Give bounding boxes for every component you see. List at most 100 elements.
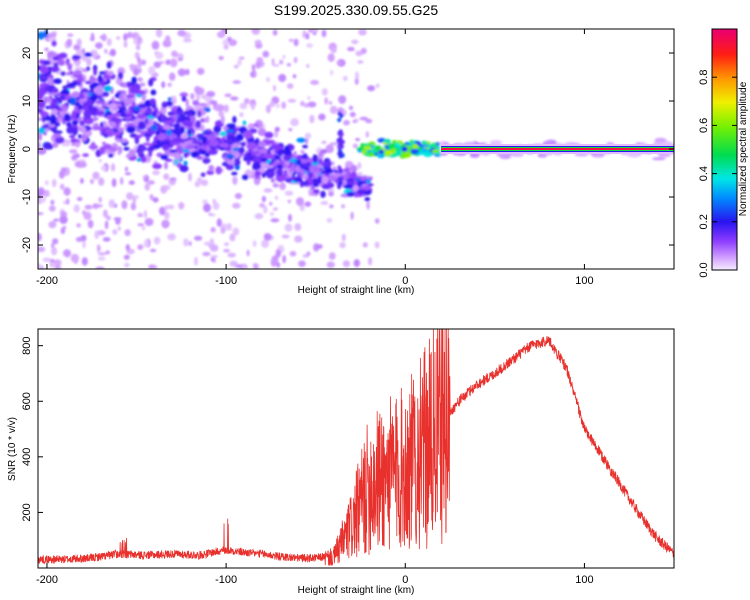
colorbar-step xyxy=(712,211,737,215)
heatmap-blob xyxy=(300,149,305,154)
snr-x-tick-label: 100 xyxy=(575,574,593,586)
heatmap-blob xyxy=(368,257,373,266)
heatmap-blob xyxy=(232,142,242,147)
heatmap-blob xyxy=(76,197,83,201)
colorbar-step xyxy=(712,225,737,229)
heatmap-blob xyxy=(284,223,293,232)
heatmap-blob xyxy=(52,238,59,245)
heatmap-blob xyxy=(118,108,123,114)
heatmap-blob xyxy=(74,105,78,112)
heatmap-blob xyxy=(401,146,408,152)
heatmap-blob xyxy=(95,42,103,49)
heatmap-blob xyxy=(196,155,203,160)
heatmap-blob xyxy=(128,149,136,157)
heatmap-blob xyxy=(203,130,213,136)
heatmap-blob xyxy=(178,202,185,210)
colorbar-step xyxy=(712,137,737,141)
heatmap-blob xyxy=(194,256,198,266)
heatmap-blob xyxy=(137,244,144,251)
heatmap-blob xyxy=(152,163,163,170)
heatmap-blob xyxy=(329,142,339,146)
colorbar-step xyxy=(712,63,737,66)
heatmap-blob xyxy=(96,87,104,96)
heatmap-blob xyxy=(355,137,361,142)
heatmap-blob xyxy=(172,105,178,110)
heatmap-blob xyxy=(108,147,117,152)
colorbar-step xyxy=(712,191,737,195)
heatmap-steady-line xyxy=(441,144,674,154)
heatmap-blob xyxy=(99,146,106,155)
heatmap-blob xyxy=(270,218,280,223)
colorbar-step xyxy=(712,167,737,171)
colorbar-step xyxy=(712,147,737,151)
heatmap-blob xyxy=(359,116,369,121)
heatmap-blob xyxy=(293,177,303,183)
heatmap-blob xyxy=(302,144,308,149)
colorbar-step xyxy=(712,89,737,92)
heatmap-blob xyxy=(306,43,313,48)
heatmap-blob xyxy=(135,44,141,51)
heatmap-blob xyxy=(127,31,133,39)
heatmap-blob xyxy=(365,118,373,124)
heatmap-blob xyxy=(301,181,310,187)
heatmap-x-ticks: -200 -100 0 100 xyxy=(36,29,594,287)
heatmap-blob xyxy=(89,49,98,59)
heatmap-blob xyxy=(326,217,333,223)
heatmap-blob xyxy=(84,204,93,210)
heatmap-blob xyxy=(183,152,188,158)
heatmap-blob xyxy=(327,53,335,62)
heatmap-blob xyxy=(272,29,278,36)
heatmap-blob xyxy=(97,256,106,261)
heatmap-blob xyxy=(152,144,160,150)
heatmap-blob xyxy=(312,154,319,163)
heatmap-blob xyxy=(137,77,143,82)
heatmap-blob xyxy=(210,254,218,259)
heatmap-blob xyxy=(174,159,179,165)
heatmap-blob xyxy=(72,55,82,60)
heatmap-blob xyxy=(149,194,154,201)
heatmap-blob xyxy=(265,104,271,114)
colorbar-step xyxy=(712,155,737,159)
heatmap-blob xyxy=(209,100,218,105)
heatmap-y-tick-label: -10 xyxy=(21,189,33,205)
heatmap-blob xyxy=(74,161,83,168)
colorbar: 0.0 0.2 0.4 0.6 0.8 Normalized spectral ampl… xyxy=(698,28,749,278)
heatmap-blob xyxy=(66,198,70,205)
heatmap-blob xyxy=(357,60,364,64)
colorbar-step xyxy=(712,221,737,225)
heatmap-blob xyxy=(115,138,122,142)
heatmap-blob xyxy=(121,138,128,143)
heatmap-blob xyxy=(144,218,154,226)
colorbar-step xyxy=(712,253,737,257)
heatmap-blob xyxy=(61,141,70,147)
heatmap-blob xyxy=(70,253,80,263)
colorbar-step xyxy=(712,33,737,36)
heatmap-blob xyxy=(274,195,279,200)
colorbar-step xyxy=(712,129,737,133)
heatmap-blob xyxy=(347,46,355,52)
heatmap-blob xyxy=(51,40,57,47)
heatmap-blob xyxy=(261,195,266,203)
heatmap-blob xyxy=(339,180,343,186)
heatmap-blob xyxy=(421,140,427,144)
heatmap-blob xyxy=(367,85,376,92)
colorbar-step xyxy=(712,81,737,84)
heatmap-blob xyxy=(294,235,303,243)
heatmap-blob xyxy=(251,64,256,72)
heatmap-blob xyxy=(296,166,300,173)
colorbar-step xyxy=(712,241,737,245)
colorbar-step xyxy=(712,87,737,90)
heatmap-blob xyxy=(70,97,76,106)
heatmap-blob xyxy=(349,105,353,110)
heatmap-blob xyxy=(97,252,107,256)
heatmap-blob xyxy=(291,163,295,171)
heatmap-blob xyxy=(197,102,208,107)
heatmap-blob xyxy=(166,129,172,136)
heatmap-blob xyxy=(312,176,323,185)
colorbar-step xyxy=(712,175,737,179)
heatmap-blob xyxy=(123,40,128,48)
heatmap-blob xyxy=(304,103,309,108)
heatmap-y-ticks: -20 -10 0 10 20 xyxy=(21,47,674,253)
heatmap-blob xyxy=(231,171,238,176)
